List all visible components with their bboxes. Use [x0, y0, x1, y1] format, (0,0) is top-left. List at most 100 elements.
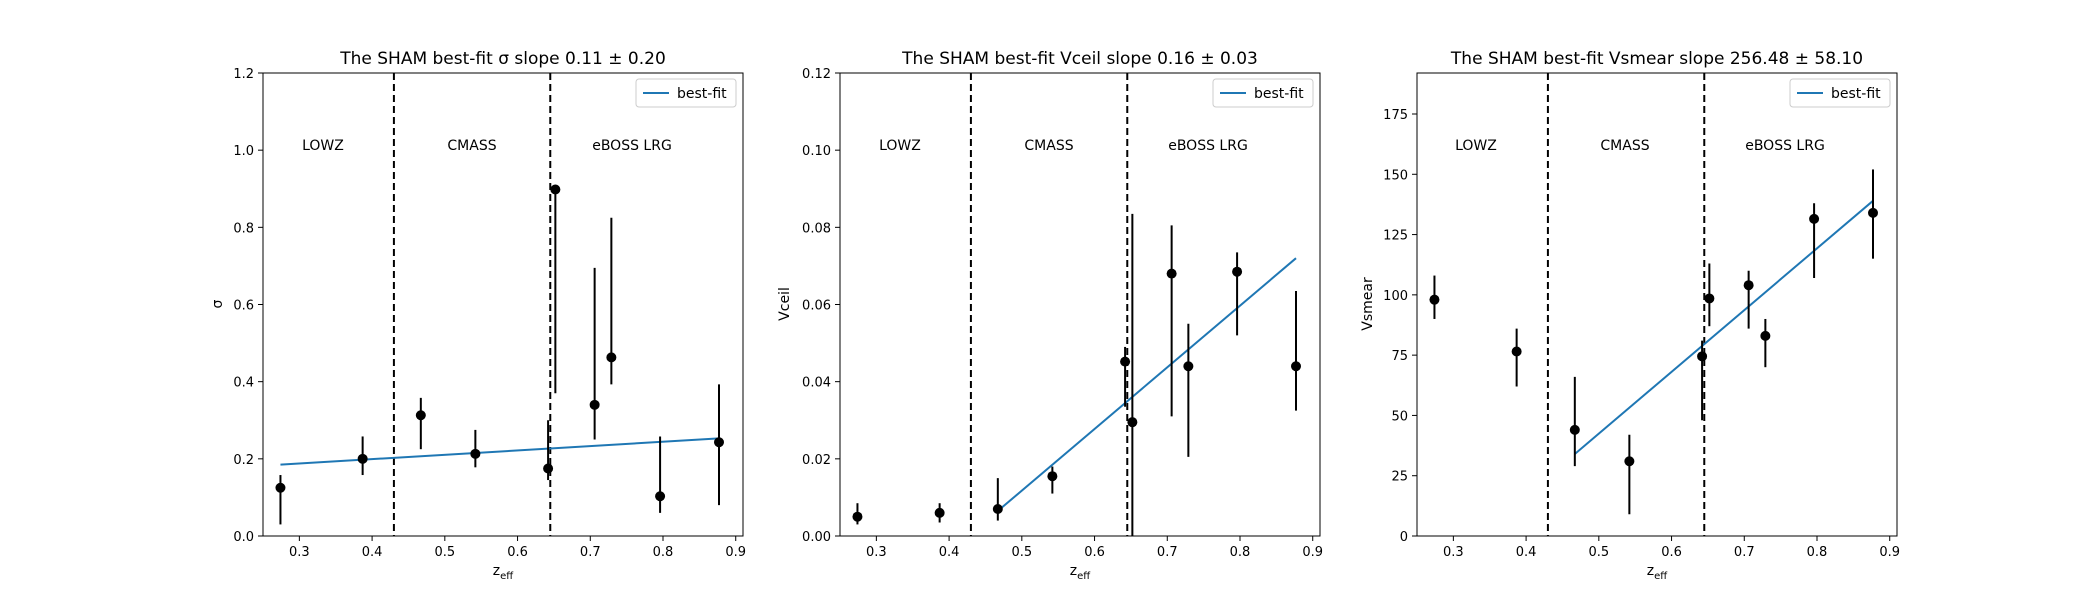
x-tick-label: 0.4: [1516, 545, 1537, 560]
chart-title: The SHAM best-fit Vceil slope 0.16 ± 0.0…: [901, 49, 1258, 69]
x-tick-label: 0.5: [1011, 545, 1032, 560]
data-point: [1127, 417, 1138, 428]
x-tick-label: 0.7: [1734, 545, 1755, 560]
y-tick-label: 0.4: [233, 376, 254, 391]
x-axis-label: zeff: [1070, 563, 1092, 582]
region-label-eboss-lrg: eBOSS LRG: [1168, 138, 1248, 154]
x-tick-label: 0.9: [1879, 545, 1900, 560]
x-tick-label: 0.9: [1302, 545, 1323, 560]
y-tick-label: 1.2: [233, 67, 254, 82]
x-tick-label: 0.5: [1588, 545, 1609, 560]
x-tick-label: 0.7: [1157, 545, 1178, 560]
data-point: [1511, 346, 1522, 357]
region-label-cmass: CMASS: [447, 138, 496, 154]
data-point: [357, 453, 368, 464]
data-point: [1809, 213, 1820, 224]
x-axis-label: zeff: [493, 563, 515, 582]
legend-label: best-fit: [677, 86, 727, 102]
y-tick-label: 50: [1391, 409, 1408, 424]
x-tick-label: 0.6: [1084, 545, 1105, 560]
x-tick-label: 0.3: [289, 545, 310, 560]
data-point: [470, 448, 481, 459]
region-label-eboss-lrg: eBOSS LRG: [592, 138, 672, 154]
y-tick-label: 0.2: [233, 453, 254, 468]
x-tick-label: 0.6: [507, 545, 528, 560]
x-tick-label: 0.3: [866, 545, 887, 560]
data-point: [1569, 424, 1580, 435]
y-tick-label: 75: [1391, 349, 1408, 364]
data-point: [1047, 471, 1058, 482]
x-tick-label: 0.9: [725, 545, 746, 560]
best-fit-line: [280, 437, 720, 466]
y-tick-label: 1.0: [233, 144, 254, 159]
data-point: [1120, 356, 1131, 367]
x-tick-label: 0.3: [1443, 545, 1464, 560]
data-point: [714, 437, 724, 448]
y-tick-label: 0.06: [802, 299, 831, 314]
data-point: [550, 184, 561, 195]
y-axis-label: Vsmear: [1360, 277, 1376, 331]
y-axis-label: Vceil: [777, 287, 793, 321]
legend-label: best-fit: [1831, 86, 1881, 102]
y-tick-label: 0.04: [802, 376, 831, 391]
data-point: [1868, 207, 1878, 218]
y-tick-label: 150: [1383, 168, 1408, 183]
data-point: [1232, 266, 1243, 277]
y-tick-label: 0.6: [233, 299, 254, 314]
x-tick-label: 0.6: [1661, 545, 1682, 560]
y-tick-label: 0.8: [233, 221, 254, 236]
x-tick-label: 0.8: [653, 545, 674, 560]
x-tick-label: 0.7: [580, 545, 601, 560]
legend: best-fit: [1789, 78, 1891, 108]
data-point: [543, 463, 554, 474]
x-tick-label: 0.4: [362, 545, 383, 560]
y-tick-label: 0.0: [233, 530, 254, 545]
panel-vsmear: The SHAM best-fit Vsmear slope 256.48 ± …: [1360, 49, 1900, 582]
best-fit-line: [1574, 200, 1874, 455]
region-label-eboss-lrg: eBOSS LRG: [1745, 138, 1825, 154]
y-tick-label: 175: [1383, 108, 1408, 123]
y-tick-label: 0.08: [802, 221, 831, 236]
data-point: [415, 410, 426, 421]
legend: best-fit: [1212, 78, 1314, 108]
data-point: [1760, 330, 1771, 341]
x-tick-label: 0.8: [1230, 545, 1251, 560]
y-tick-label: 0: [1400, 530, 1408, 545]
x-tick-label: 0.4: [939, 545, 960, 560]
data-point: [1697, 351, 1708, 362]
chart-title: The SHAM best-fit Vsmear slope 256.48 ± …: [1450, 49, 1863, 69]
x-axis-label: zeff: [1647, 563, 1669, 582]
data-point: [934, 507, 945, 518]
data-point: [275, 482, 286, 493]
region-label-cmass: CMASS: [1600, 138, 1649, 154]
plot-frame: [1416, 72, 1898, 537]
x-tick-label: 0.5: [434, 545, 455, 560]
region-label-lowz: LOWZ: [302, 138, 344, 154]
panel-sigma: The SHAM best-fit σ slope 0.11 ± 0.20 LO…: [210, 49, 746, 582]
data-point: [1429, 294, 1440, 305]
y-axis-label: σ: [210, 299, 226, 308]
data-point: [1743, 280, 1754, 291]
legend-label: best-fit: [1254, 86, 1304, 102]
best-fit-line: [997, 257, 1297, 512]
x-tick-label: 0.8: [1807, 545, 1828, 560]
y-tick-label: 0.02: [802, 453, 831, 468]
data-point: [1704, 293, 1715, 304]
data-point: [655, 491, 666, 502]
chart-title: The SHAM best-fit σ slope 0.11 ± 0.20: [339, 49, 666, 69]
region-label-lowz: LOWZ: [1455, 138, 1497, 154]
region-label-lowz: LOWZ: [879, 138, 921, 154]
y-tick-label: 0.12: [802, 67, 831, 82]
legend: best-fit: [635, 78, 737, 108]
data-point: [589, 399, 600, 410]
y-tick-label: 25: [1391, 470, 1408, 485]
data-point: [1291, 361, 1301, 372]
panel-vceil: The SHAM best-fit Vceil slope 0.16 ± 0.0…: [777, 49, 1323, 582]
y-tick-label: 0.00: [802, 530, 831, 545]
y-tick-label: 125: [1383, 229, 1408, 244]
data-point: [852, 511, 863, 522]
data-point: [1624, 456, 1635, 467]
data-point: [1166, 268, 1177, 279]
data-point: [992, 503, 1003, 514]
